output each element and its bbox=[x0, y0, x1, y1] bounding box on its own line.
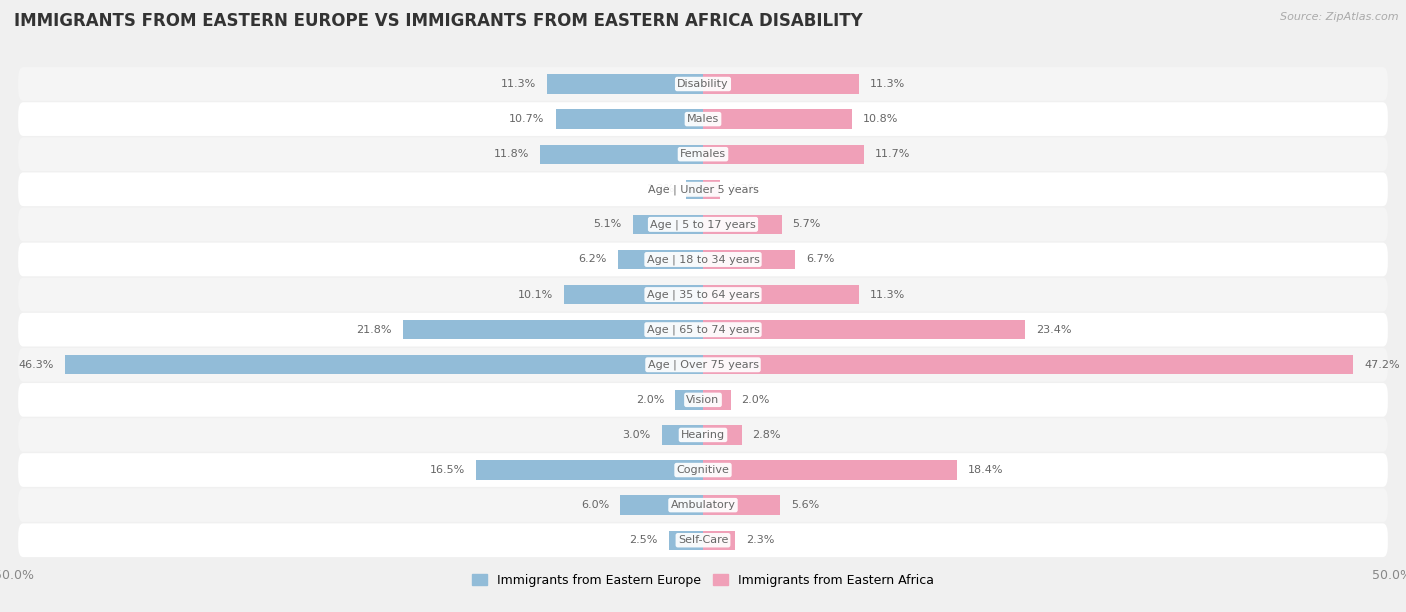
Text: 10.7%: 10.7% bbox=[509, 114, 544, 124]
Text: 18.4%: 18.4% bbox=[967, 465, 1002, 475]
Bar bbox=[564, 285, 703, 304]
Bar bbox=[703, 215, 782, 234]
Text: Age | Over 75 years: Age | Over 75 years bbox=[648, 359, 758, 370]
Bar bbox=[703, 180, 720, 199]
Text: 1.2%: 1.2% bbox=[731, 184, 759, 194]
Text: 11.3%: 11.3% bbox=[870, 79, 905, 89]
FancyBboxPatch shape bbox=[18, 453, 1388, 487]
Text: Self-Care: Self-Care bbox=[678, 536, 728, 545]
Bar bbox=[555, 110, 703, 129]
Text: 46.3%: 46.3% bbox=[18, 360, 53, 370]
Text: 21.8%: 21.8% bbox=[356, 325, 392, 335]
Text: 2.8%: 2.8% bbox=[752, 430, 782, 440]
FancyBboxPatch shape bbox=[18, 242, 1388, 277]
Bar bbox=[703, 285, 859, 304]
Bar bbox=[703, 355, 1354, 375]
Text: 2.5%: 2.5% bbox=[628, 536, 658, 545]
Text: Ambulatory: Ambulatory bbox=[671, 500, 735, 510]
Text: 5.7%: 5.7% bbox=[793, 219, 821, 230]
Bar bbox=[703, 320, 1025, 339]
Text: 5.1%: 5.1% bbox=[593, 219, 621, 230]
Text: 16.5%: 16.5% bbox=[429, 465, 464, 475]
Text: Age | 35 to 64 years: Age | 35 to 64 years bbox=[647, 289, 759, 300]
Bar bbox=[675, 390, 703, 409]
Text: Cognitive: Cognitive bbox=[676, 465, 730, 475]
Bar bbox=[617, 250, 703, 269]
Bar bbox=[703, 460, 956, 480]
Text: Vision: Vision bbox=[686, 395, 720, 405]
Text: 6.2%: 6.2% bbox=[578, 255, 606, 264]
Text: 2.3%: 2.3% bbox=[745, 536, 775, 545]
FancyBboxPatch shape bbox=[18, 523, 1388, 557]
Text: 47.2%: 47.2% bbox=[1364, 360, 1400, 370]
FancyBboxPatch shape bbox=[18, 383, 1388, 417]
Bar bbox=[703, 75, 859, 94]
FancyBboxPatch shape bbox=[18, 313, 1388, 346]
Bar bbox=[65, 355, 703, 375]
FancyBboxPatch shape bbox=[18, 207, 1388, 241]
Text: 2.0%: 2.0% bbox=[636, 395, 665, 405]
Text: 23.4%: 23.4% bbox=[1036, 325, 1071, 335]
Bar bbox=[662, 425, 703, 444]
FancyBboxPatch shape bbox=[18, 418, 1388, 452]
Bar bbox=[703, 531, 735, 550]
Text: IMMIGRANTS FROM EASTERN EUROPE VS IMMIGRANTS FROM EASTERN AFRICA DISABILITY: IMMIGRANTS FROM EASTERN EUROPE VS IMMIGR… bbox=[14, 12, 863, 30]
Text: 2.0%: 2.0% bbox=[741, 395, 770, 405]
Text: Age | 5 to 17 years: Age | 5 to 17 years bbox=[650, 219, 756, 230]
Text: 10.1%: 10.1% bbox=[517, 289, 553, 299]
Text: 11.3%: 11.3% bbox=[870, 289, 905, 299]
FancyBboxPatch shape bbox=[18, 137, 1388, 171]
Text: Age | Under 5 years: Age | Under 5 years bbox=[648, 184, 758, 195]
FancyBboxPatch shape bbox=[18, 173, 1388, 206]
Text: Age | 65 to 74 years: Age | 65 to 74 years bbox=[647, 324, 759, 335]
Bar bbox=[620, 496, 703, 515]
Bar bbox=[540, 144, 703, 164]
Text: Age | 18 to 34 years: Age | 18 to 34 years bbox=[647, 254, 759, 265]
Text: Females: Females bbox=[681, 149, 725, 159]
Text: Disability: Disability bbox=[678, 79, 728, 89]
Bar bbox=[703, 425, 741, 444]
Bar bbox=[475, 460, 703, 480]
Text: Males: Males bbox=[688, 114, 718, 124]
Text: Source: ZipAtlas.com: Source: ZipAtlas.com bbox=[1281, 12, 1399, 22]
Text: Hearing: Hearing bbox=[681, 430, 725, 440]
FancyBboxPatch shape bbox=[18, 278, 1388, 312]
FancyBboxPatch shape bbox=[18, 102, 1388, 136]
Legend: Immigrants from Eastern Europe, Immigrants from Eastern Africa: Immigrants from Eastern Europe, Immigran… bbox=[467, 569, 939, 592]
FancyBboxPatch shape bbox=[18, 67, 1388, 101]
Text: 11.3%: 11.3% bbox=[501, 79, 536, 89]
Text: 11.7%: 11.7% bbox=[875, 149, 911, 159]
Bar bbox=[686, 180, 703, 199]
Bar bbox=[703, 110, 852, 129]
Text: 6.7%: 6.7% bbox=[807, 255, 835, 264]
Bar bbox=[669, 531, 703, 550]
Text: 1.2%: 1.2% bbox=[647, 184, 675, 194]
Bar bbox=[703, 144, 865, 164]
Bar bbox=[547, 75, 703, 94]
Text: 6.0%: 6.0% bbox=[581, 500, 609, 510]
Text: 3.0%: 3.0% bbox=[623, 430, 651, 440]
Bar bbox=[633, 215, 703, 234]
Bar bbox=[703, 390, 731, 409]
Text: 5.6%: 5.6% bbox=[792, 500, 820, 510]
Text: 10.8%: 10.8% bbox=[863, 114, 898, 124]
Bar bbox=[402, 320, 703, 339]
FancyBboxPatch shape bbox=[18, 488, 1388, 522]
Bar bbox=[703, 496, 780, 515]
FancyBboxPatch shape bbox=[18, 348, 1388, 382]
Bar bbox=[703, 250, 796, 269]
Text: 11.8%: 11.8% bbox=[494, 149, 530, 159]
